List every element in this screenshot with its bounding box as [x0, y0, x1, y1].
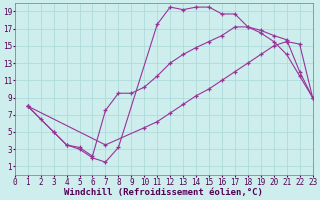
X-axis label: Windchill (Refroidissement éolien,°C): Windchill (Refroidissement éolien,°C): [64, 188, 263, 197]
